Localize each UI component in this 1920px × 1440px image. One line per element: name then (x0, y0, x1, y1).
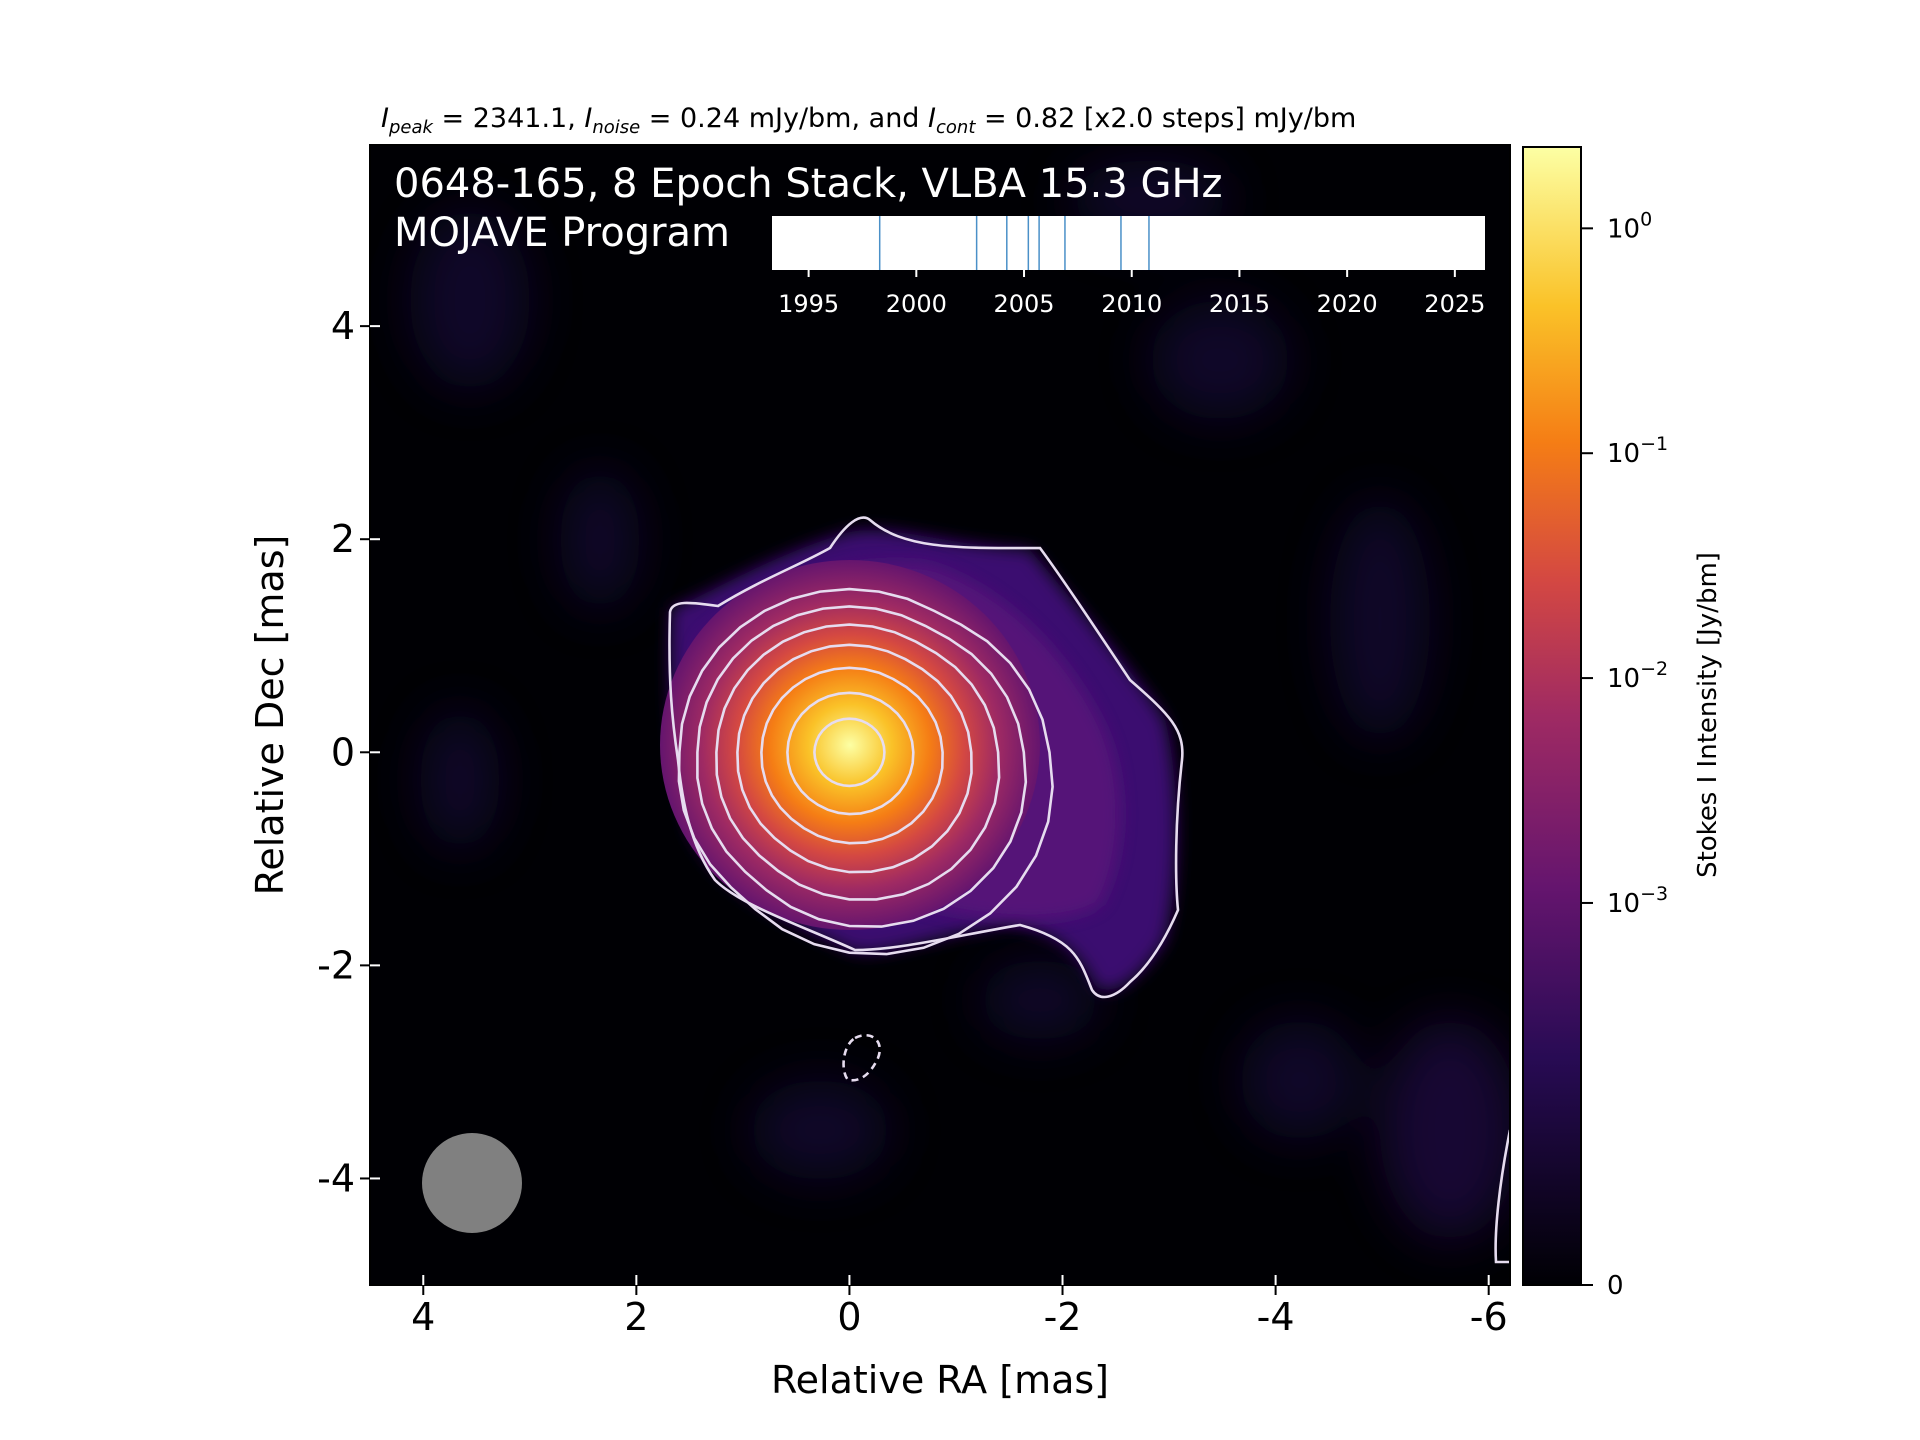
colorbar-tick-label: 10−3 (1607, 883, 1668, 919)
timeline-tick-label: 1995 (778, 290, 839, 318)
core-contour (677, 587, 1054, 956)
x-tick-label: 0 (837, 1295, 861, 1339)
timeline-tick-label: 2015 (1209, 290, 1270, 318)
core-glow (660, 560, 1040, 930)
colorbar-gradient (1522, 146, 1582, 1286)
image-panel: 0648-165, 8 Epoch Stack, VLBA 15.3 GHz M… (369, 144, 1511, 1286)
peak-sub: peak (388, 117, 435, 138)
y-tick-label: 4 (331, 304, 355, 348)
x-axis-ticks: 4 2 0 -2 -4 -6 (411, 1275, 1508, 1339)
peak-label: I (381, 103, 389, 134)
timeline-tick-label: 2005 (993, 290, 1054, 318)
core-contour (715, 623, 1001, 901)
x-axis-label: Relative RA [mas] (771, 1358, 1109, 1402)
cont-value: = 0.82 [x2.0 steps] mJy/bm (975, 103, 1356, 134)
cont-sub: cont (936, 117, 976, 138)
x-tick-label: -6 (1470, 1295, 1508, 1339)
y-tick-label: 2 (331, 517, 355, 561)
noise-label: I (584, 103, 592, 134)
x-tick-label: 2 (624, 1295, 648, 1339)
timeline-tick-label: 2000 (886, 290, 947, 318)
noise-value: = 0.24 mJy/bm, and (640, 103, 928, 134)
core-contour (786, 691, 915, 816)
plot-title-line1: 0648-165, 8 Epoch Stack, VLBA 15.3 GHz (394, 161, 1223, 207)
image-frame (369, 144, 1511, 1286)
contour-edge (1494, 1129, 1510, 1264)
epoch-timeline: 1995 2000 2005 2010 2015 2020 2025 (772, 216, 1485, 318)
beam-ellipse (422, 1133, 522, 1233)
colorbar-tick-label: 10−2 (1607, 658, 1668, 694)
core-contour (813, 717, 886, 788)
core-contour (736, 643, 973, 874)
x-tick-label: -4 (1257, 1295, 1295, 1339)
colorbar-label: Stokes I Intensity [Jy/bm] (1693, 552, 1723, 878)
y-tick-label: 0 (331, 730, 355, 774)
colorbar: 100 10−1 10−2 10−3 0 Stokes I Intensity [Jy/… (1522, 146, 1723, 1301)
noise-patches (410, 160, 1510, 1240)
timeline-tick-label: 2010 (1101, 290, 1162, 318)
x-tick-label: -2 (1044, 1295, 1082, 1339)
contour-dashed (842, 1033, 881, 1082)
y-tick-label: -2 (317, 943, 355, 987)
colorbar-tick-label: 10−1 (1607, 433, 1668, 469)
contours (668, 516, 1510, 1264)
timeline-tick-label: 2025 (1424, 290, 1485, 318)
x-tick-label: 4 (411, 1295, 435, 1339)
header-stats: Ipeak = 2341.1, Inoise = 0.24 mJy/bm, an… (381, 103, 1356, 138)
peak-value: = 2341.1, (433, 103, 584, 134)
colorbar-tick-label: 100 (1607, 208, 1652, 244)
noise-sub: noise (592, 117, 640, 138)
y-tick-label: -4 (317, 1156, 355, 1200)
y-axis-label: Relative Dec [mas] (248, 535, 292, 896)
y-axis-ticks: 4 2 0 -2 -4 (317, 304, 380, 1200)
colorbar-ticks: 100 10−1 10−2 10−3 0 (1581, 208, 1668, 1301)
core-contours (677, 587, 1054, 956)
cont-label: I (928, 103, 936, 134)
timeline-box (772, 216, 1485, 270)
core-contour (696, 605, 1028, 928)
colorbar-tick-label: 0 (1607, 1271, 1624, 1301)
core-contour (760, 666, 944, 845)
plot-title-line2: MOJAVE Program (394, 210, 730, 256)
contour-outer (668, 516, 1184, 999)
timeline-tick-label: 2020 (1317, 290, 1378, 318)
